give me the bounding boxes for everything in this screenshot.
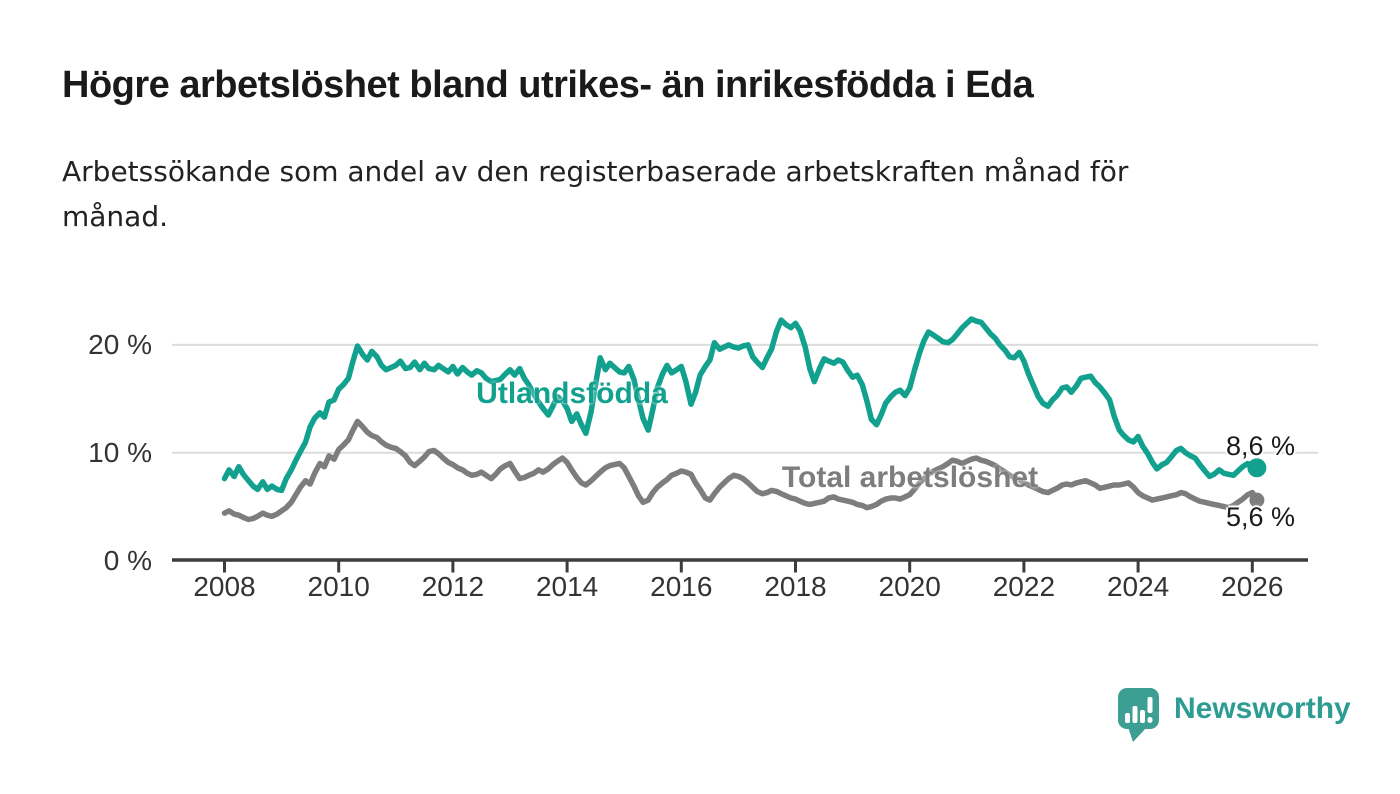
y-axis-label: 20 % <box>88 328 152 360</box>
series-label-utlandsfodda: Utlandsfödda <box>476 377 668 410</box>
page-subtitle: Arbetssökande som andel av den registerb… <box>62 155 1129 233</box>
x-axis-label: 2010 <box>307 571 370 602</box>
x-axis-label: 2026 <box>1221 571 1284 602</box>
newsworthy-logo-icon <box>1118 688 1159 742</box>
series-end-dot-utlandsfodda <box>1247 458 1267 478</box>
newsworthy-logo-text: Newsworthy <box>1174 692 1351 725</box>
x-axis-label: 2008 <box>193 571 256 602</box>
end-value-label-total: 5,6 % <box>1226 502 1296 532</box>
x-axis-label: 2014 <box>535 571 599 602</box>
series-label-total-arbetsloshet: Total arbetslöshet <box>781 461 1039 494</box>
series-end-dot-total <box>1249 492 1265 508</box>
end-value-label-utlandsfodda: 8,6 % <box>1226 431 1296 461</box>
x-axis-label: 2012 <box>421 571 485 602</box>
series-line-utlandsfodda <box>221 316 1260 494</box>
page-title: Högre arbetslöshet bland utrikes- än inr… <box>62 64 1034 106</box>
y-axis-label: 0 % <box>103 544 152 576</box>
y-axis-label: 10 % <box>88 436 152 468</box>
x-axis-label: 2024 <box>1106 571 1170 602</box>
series-line-total <box>221 418 1260 523</box>
x-axis-label: 2016 <box>650 571 713 602</box>
newsworthy-logo[interactable]: Newsworthy <box>1116 686 1351 744</box>
x-axis-label: 2022 <box>992 571 1056 602</box>
x-axis-label: 2018 <box>764 571 827 602</box>
x-axis-label: 2020 <box>878 571 941 602</box>
